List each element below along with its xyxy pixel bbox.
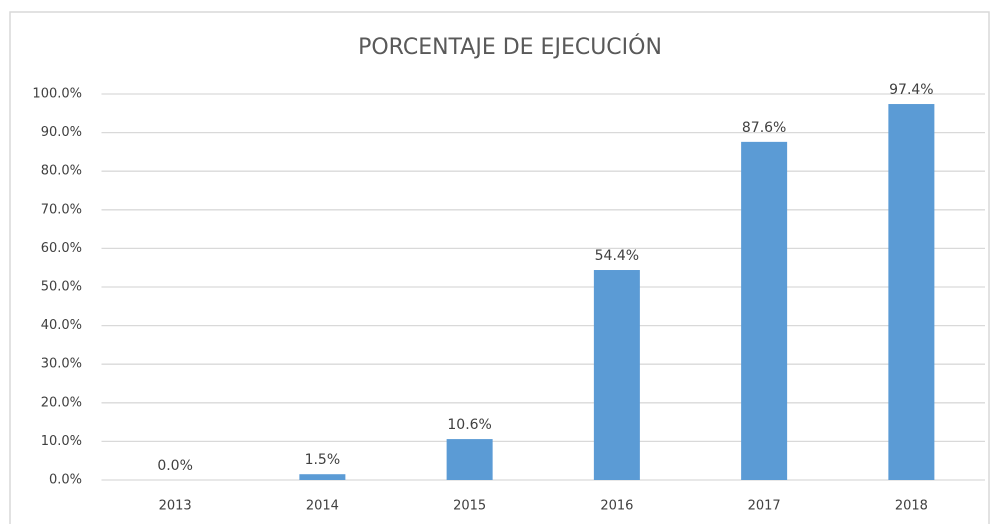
bar bbox=[741, 141, 788, 480]
x-tick-label: 2015 bbox=[453, 499, 486, 514]
y-tick-label: 50.0% bbox=[41, 280, 82, 295]
y-tick-label: 70.0% bbox=[41, 202, 82, 217]
y-tick-label: 90.0% bbox=[41, 125, 82, 140]
bar bbox=[593, 270, 640, 480]
bar bbox=[446, 439, 493, 480]
chart-frame bbox=[9, 11, 990, 528]
y-tick-label: 20.0% bbox=[41, 395, 82, 410]
bar bbox=[888, 104, 935, 480]
y-tick-label: 100.0% bbox=[32, 87, 82, 102]
x-tick-label: 2018 bbox=[895, 499, 928, 514]
y-tick-label: 10.0% bbox=[41, 434, 82, 449]
y-tick-label: 60.0% bbox=[41, 241, 82, 256]
y-tick-label: 40.0% bbox=[41, 318, 82, 333]
data-label: 1.5% bbox=[305, 452, 341, 468]
x-tick-label: 2014 bbox=[306, 499, 339, 514]
y-tick-label: 0.0% bbox=[49, 473, 82, 488]
y-tick-label: 30.0% bbox=[41, 357, 82, 372]
chart-title: PORCENTAJE DE EJECUCIÓN bbox=[358, 34, 662, 60]
data-label: 54.4% bbox=[595, 248, 639, 264]
data-label: 87.6% bbox=[742, 120, 786, 136]
bar bbox=[299, 474, 346, 480]
y-tick-label: 80.0% bbox=[41, 164, 82, 179]
x-tick-label: 2017 bbox=[748, 499, 781, 514]
data-label: 97.4% bbox=[889, 82, 933, 98]
x-tick-label: 2013 bbox=[159, 499, 192, 514]
x-tick-label: 2016 bbox=[600, 499, 633, 514]
data-label: 10.6% bbox=[447, 417, 491, 433]
data-label: 0.0% bbox=[157, 458, 193, 474]
